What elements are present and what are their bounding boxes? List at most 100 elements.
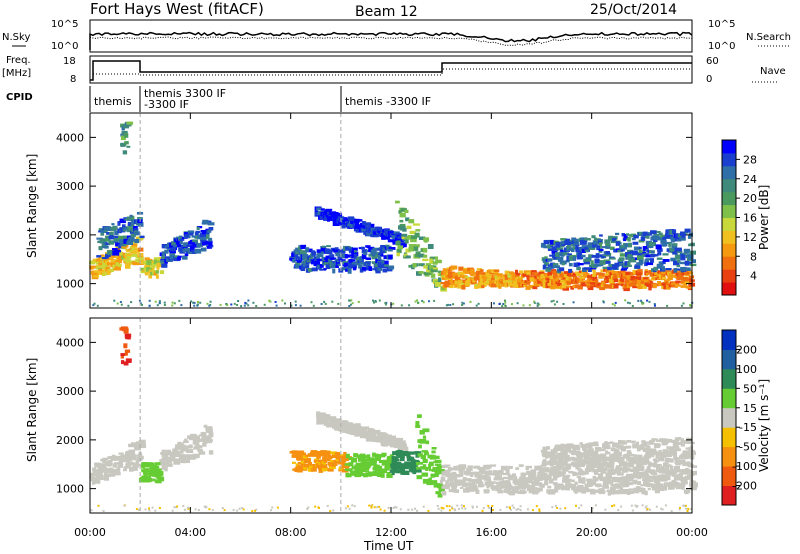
range-cell: [245, 302, 248, 305]
range-cell: [484, 481, 491, 486]
range-cell: [315, 461, 319, 465]
range-cell: [126, 216, 132, 221]
range-cell: [414, 300, 417, 303]
range-cell: [208, 450, 214, 455]
range-cell: [453, 477, 458, 482]
range-cell: [102, 457, 109, 461]
range-cell: [545, 281, 549, 285]
range-cell: [681, 471, 686, 475]
range-cell: [467, 278, 472, 283]
range-cell: [564, 448, 572, 453]
range-cell: [416, 466, 420, 470]
range-cell: [511, 473, 516, 477]
range-cell: [197, 301, 199, 303]
noise-left-tick-top: 10^5: [51, 19, 78, 30]
range-cell: [314, 505, 317, 508]
range-cell: [547, 485, 552, 489]
range-cell: [656, 444, 661, 447]
range-cell: [508, 465, 513, 469]
range-cell: [578, 480, 583, 484]
range-cell: [688, 441, 693, 445]
range-cell: [373, 301, 375, 304]
range-cell: [120, 142, 126, 147]
range-cell: [671, 274, 678, 278]
range-cell: [435, 259, 441, 263]
range-cell: [674, 281, 680, 286]
range-cell: [489, 470, 493, 473]
range-cell: [153, 271, 158, 276]
range-cell: [302, 262, 310, 267]
range-cell: [198, 439, 203, 442]
range-cell: [629, 272, 637, 275]
range-cell: [483, 489, 490, 492]
colorbar-swatch: [722, 349, 736, 370]
range-cell: [417, 301, 420, 304]
range-cell: [148, 263, 153, 266]
range-cell: [547, 454, 552, 458]
range-cell: [238, 507, 241, 510]
range-cell: [408, 304, 411, 307]
range-cell: [412, 223, 420, 226]
range-cell: [580, 240, 587, 245]
range-cell: [689, 482, 694, 487]
range-cell: [263, 303, 266, 306]
range-cell: [337, 302, 340, 305]
range-cell: [106, 464, 112, 467]
range-cell: [415, 253, 421, 258]
range-cell: [504, 274, 508, 280]
range-cell: [646, 446, 651, 450]
range-cell: [337, 263, 341, 266]
range-cell: [507, 273, 514, 278]
range-cell: [152, 465, 160, 469]
range-cell: [148, 260, 154, 264]
range-cell: [392, 467, 398, 472]
range-cell: [154, 300, 157, 303]
range-cell: [614, 468, 622, 474]
range-cell: [564, 454, 570, 460]
colorbar-swatch: [722, 427, 736, 448]
range-cell: [531, 272, 538, 275]
range-cell: [591, 235, 596, 239]
range-cell: [646, 235, 650, 239]
range-cell: [490, 473, 495, 476]
range-cell: [440, 509, 443, 512]
range-cell: [156, 257, 162, 261]
range-cell: [647, 244, 654, 249]
range-cell: [198, 451, 203, 455]
range-cell: [628, 463, 634, 468]
range-cell: [617, 479, 622, 483]
range-cell: [359, 256, 364, 260]
range-cell: [627, 236, 631, 242]
range-cell: [364, 470, 369, 473]
range-cell: [107, 460, 113, 463]
colorbar-tick-label: 4: [750, 270, 757, 283]
range-cell: [549, 275, 557, 280]
range-cell: [515, 272, 521, 276]
range-cell: [193, 304, 196, 307]
range-cell: [129, 450, 134, 454]
range-cell: [623, 286, 630, 292]
range-cell: [626, 490, 631, 495]
range-cell: [545, 283, 551, 289]
range-cell: [340, 454, 345, 458]
range-cell: [136, 441, 140, 446]
range-cell: [412, 469, 417, 475]
range-cell: [636, 505, 639, 507]
range-cell: [292, 461, 296, 464]
range-cell: [117, 256, 123, 261]
range-cell: [549, 262, 556, 266]
range-cell: [143, 261, 147, 265]
range-cell: [392, 451, 396, 455]
range-cell: [398, 210, 402, 214]
range-cell: [671, 282, 676, 285]
range-cell: [400, 450, 408, 455]
range-cell: [268, 299, 271, 302]
range-cell: [348, 462, 354, 467]
range-cell: [208, 432, 214, 438]
range-cell: [318, 459, 325, 463]
range-cell: [353, 253, 358, 259]
range-cell: [449, 280, 456, 284]
range-cell: [585, 449, 590, 454]
range-cell: [437, 507, 440, 510]
range-cell: [546, 475, 552, 479]
